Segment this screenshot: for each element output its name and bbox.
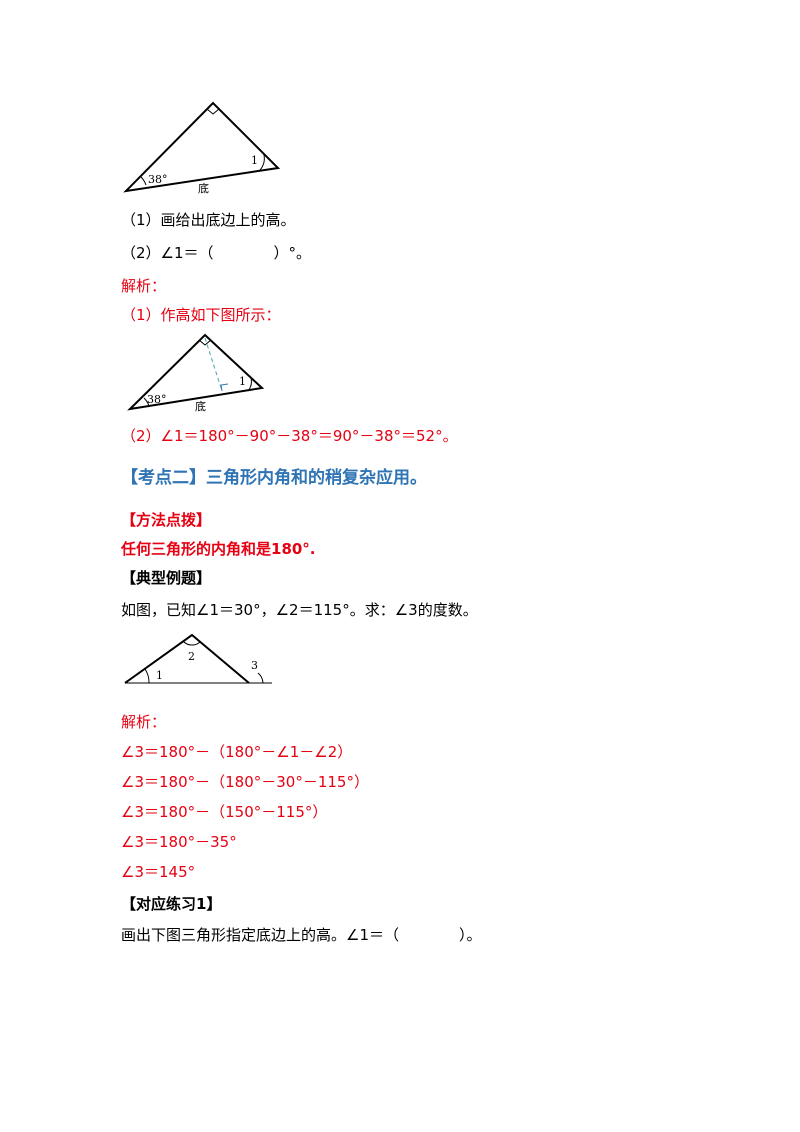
solution-step-1: ∠3＝180°－（180°－∠1－∠2）: [121, 743, 353, 761]
solution-step-2: ∠3＝180°－（180°－30°－115°）: [121, 773, 369, 791]
angle-arc-1: [247, 377, 252, 392]
angle-1-label: 1: [239, 375, 246, 388]
answer-2: （2）∠1＝180°－90°－38°＝90°－38°＝52°。: [121, 427, 458, 445]
method-title: 【方法点拨】: [121, 511, 212, 529]
angle-arc-38: [140, 176, 147, 186]
angle-2-label: 2: [188, 650, 195, 663]
altitude-dashed-line: [204, 337, 223, 392]
triangle-figure-2: 1 38° 底: [125, 330, 275, 415]
base-angle-label: 38°: [147, 393, 167, 406]
angle-arc-38: [143, 397, 150, 407]
example-text: 如图，已知∠1＝30°，∠2＝115°。求：∠3的度数。: [121, 601, 478, 619]
analysis-label-1: 解析：: [121, 277, 167, 295]
base-label: 底: [198, 181, 209, 195]
example-title: 【典型例题】: [121, 569, 212, 587]
right-angle-mark: [198, 339, 212, 346]
analysis-label-2: 解析：: [121, 713, 167, 731]
solution-step-3: ∠3＝180°－（150°－115°）: [121, 803, 328, 821]
angle-arc-3: [257, 672, 264, 684]
angle-1-label: 1: [251, 154, 258, 167]
practice-title: 【对应练习1】: [121, 895, 222, 913]
angle-arc-1: [259, 154, 265, 171]
triangle-sides: [124, 633, 250, 684]
triangle-figure-3: 1 2 3: [122, 630, 277, 690]
solution-step-4: ∠3＝180°－35°: [121, 833, 237, 851]
angle-arc-1: [144, 668, 150, 684]
angle-3-label: 3: [251, 659, 258, 672]
question-1: （1）画给出底边上的高。: [121, 211, 296, 229]
angle-arc-2: [182, 640, 201, 646]
practice-text: 画出下图三角形指定底边上的高。∠1＝（ ）。: [121, 926, 482, 944]
answer-1: （1）作高如下图所示：: [121, 306, 281, 324]
angle-1-label: 1: [156, 669, 163, 682]
base-angle-label: 38°: [148, 173, 168, 186]
question-2: （2）∠1＝（ ）°。: [121, 244, 312, 262]
right-angle-mark: [206, 108, 220, 115]
triangle-shape: [123, 101, 281, 193]
altitude-right-angle-mark: [220, 383, 229, 392]
triangle-figure-1: 1 38° 底: [120, 98, 290, 198]
method-text: 任何三角形的内角和是180°.: [121, 540, 316, 558]
base-label: 底: [195, 399, 206, 413]
triangle-shape: [127, 333, 265, 411]
section-title: 【考点二】三角形内角和的稍复杂应用。: [121, 468, 427, 488]
solution-step-5: ∠3＝145°: [121, 863, 196, 881]
